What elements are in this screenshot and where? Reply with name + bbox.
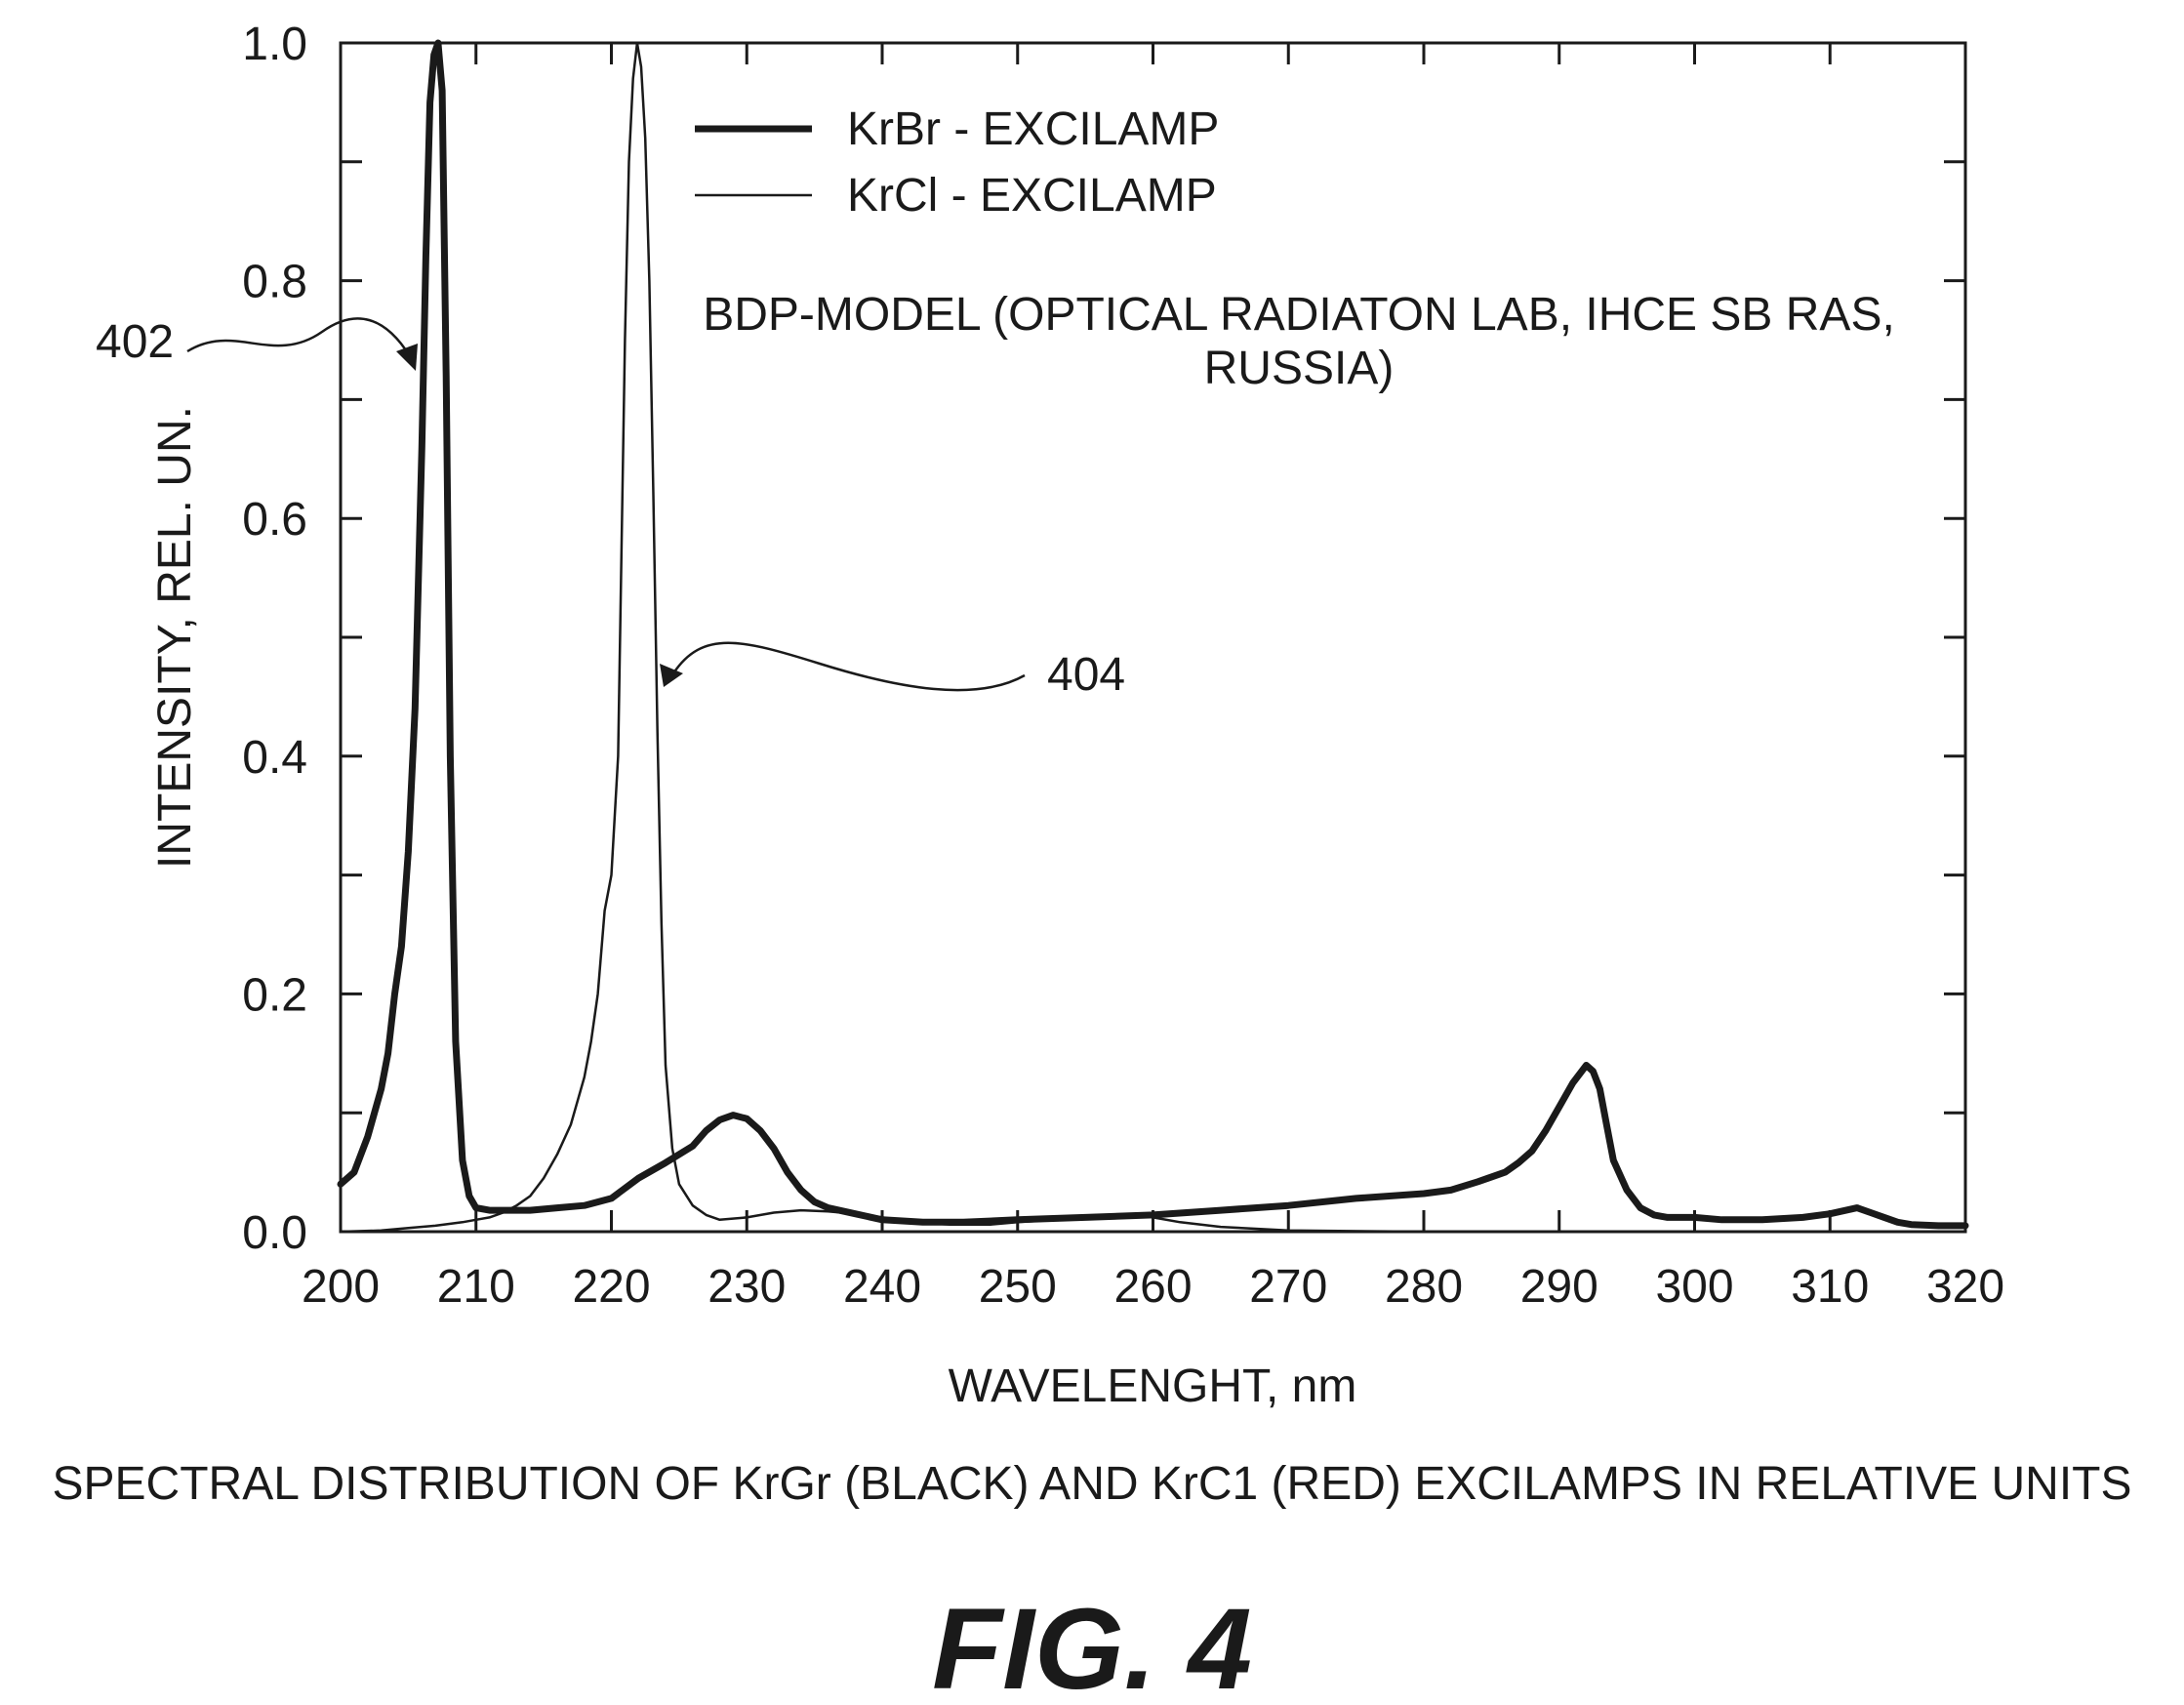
legend-label-krcl: KrCl - EXCILAMP bbox=[847, 170, 1217, 222]
x-tick-label: 320 bbox=[1926, 1261, 2004, 1313]
x-tick-label: 240 bbox=[843, 1261, 921, 1313]
model-note-line1: BDP-MODEL (OPTICAL RADIATON LAB, IHCE SB… bbox=[703, 289, 1895, 341]
figure-label: FIG. 4 bbox=[932, 1585, 1252, 1705]
x-tick-label: 300 bbox=[1655, 1261, 1733, 1313]
y-axis-title: INTENSITY, REL. UN. bbox=[149, 406, 201, 869]
y-tick-label: 1.0 bbox=[242, 19, 307, 70]
axis-tick-labels: 200 210 220 230 240 250 260 270 280 290 300 310 320 0… bbox=[242, 19, 2004, 1313]
x-tick-label: 210 bbox=[437, 1261, 515, 1313]
model-note-line2: RUSSIA) bbox=[1204, 343, 1395, 394]
y-tick-label: 0.0 bbox=[242, 1207, 307, 1259]
x-tick-label: 200 bbox=[302, 1261, 380, 1313]
x-tick-label: 280 bbox=[1385, 1261, 1463, 1313]
ref-label-404: 404 bbox=[1047, 649, 1125, 701]
y-tick-label: 0.6 bbox=[242, 494, 307, 546]
ref-label-402: 402 bbox=[96, 316, 174, 368]
axis-ticks bbox=[339, 41, 1967, 1234]
x-tick-label: 270 bbox=[1249, 1261, 1327, 1313]
ref-leader-402 bbox=[186, 317, 412, 357]
figure-caption: SPECTRAL DISTRIBUTION OF KrGr (BLACK) AN… bbox=[53, 1458, 2132, 1510]
x-tick-label: 290 bbox=[1520, 1261, 1598, 1313]
series-line-krcl bbox=[339, 41, 1967, 1234]
legend: KrBr - EXCILAMP KrCl - EXCILAMP bbox=[695, 103, 1219, 222]
y-tick-label: 0.4 bbox=[242, 732, 307, 784]
ref-arrowhead-404 bbox=[660, 664, 683, 687]
x-tick-label: 250 bbox=[979, 1261, 1057, 1313]
y-tick-label: 0.8 bbox=[242, 257, 307, 308]
x-tick-label: 220 bbox=[572, 1261, 650, 1313]
ref-arrowhead-402 bbox=[396, 344, 418, 371]
series-line-krbr bbox=[337, 39, 1969, 1230]
legend-label-krbr: KrBr - EXCILAMP bbox=[847, 103, 1219, 155]
y-tick-label: 0.2 bbox=[242, 969, 307, 1021]
x-tick-label: 310 bbox=[1791, 1261, 1869, 1313]
ref-leader-404 bbox=[671, 641, 1026, 692]
x-tick-label: 230 bbox=[708, 1261, 786, 1313]
series-layer bbox=[337, 39, 1969, 1234]
x-axis-title: WAVELENGHT, nm bbox=[949, 1360, 1357, 1412]
x-tick-label: 260 bbox=[1113, 1261, 1192, 1313]
